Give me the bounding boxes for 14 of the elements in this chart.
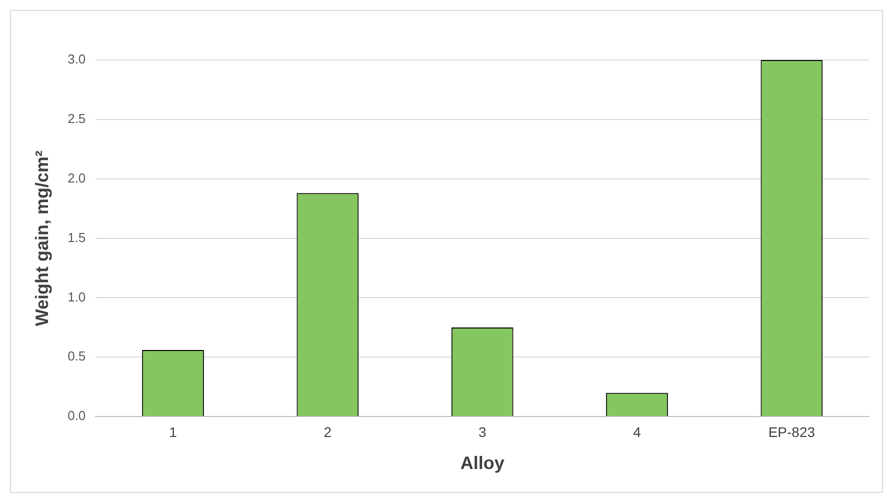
y-tick-label: 0.0 [68,408,86,424]
y-tick-label: 0.5 [68,348,86,364]
y-axis-title: Weight gain, mg/cm² [32,150,52,326]
y-tick-label: 2.5 [68,111,86,126]
x-tick-label: 2 [324,424,332,440]
y-tick-label: 2.0 [68,170,86,186]
y-tick-label: 1.5 [68,230,86,245]
x-tick-label: 4 [633,424,642,440]
y-tick-label: 3.0 [68,52,86,67]
x-tick-label: EP-823 [768,424,816,440]
x-tick-label: 3 [478,424,486,440]
y-tick-label: 1.0 [68,289,86,304]
x-tick-label: 1 [169,424,178,440]
x-axis-title: Alloy [460,453,504,474]
